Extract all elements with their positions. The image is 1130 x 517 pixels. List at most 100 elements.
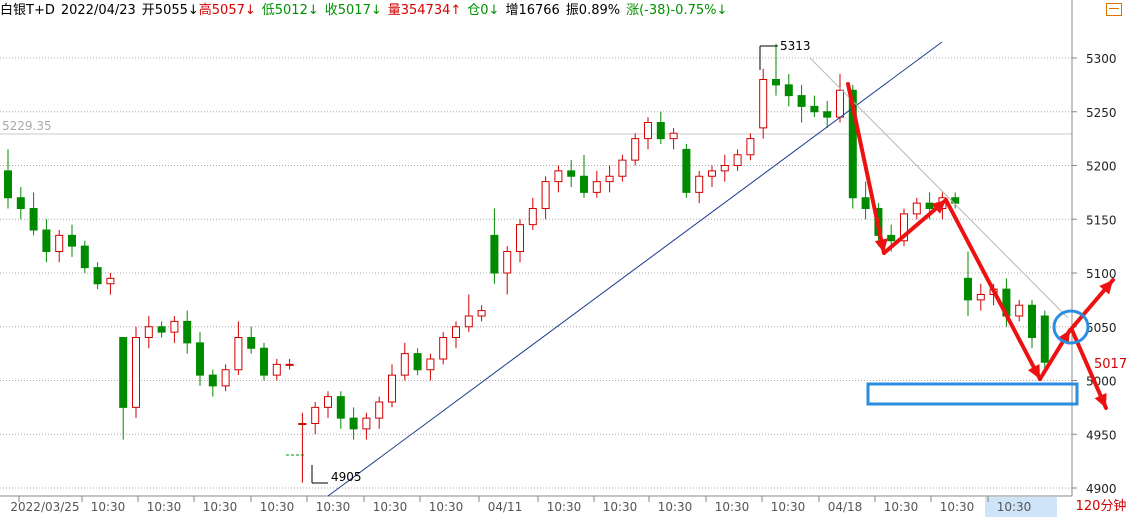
x-tick-label: 10:30 <box>147 500 182 514</box>
forecast-arrow-head <box>931 200 946 214</box>
x-tick-label: 10:30 <box>603 500 638 514</box>
candle-body <box>260 347 268 376</box>
high-price: 高5057↓ <box>198 3 256 18</box>
candle-body <box>580 175 588 193</box>
quote-date: 2022/04/23 <box>60 3 136 18</box>
candle-body <box>759 79 768 129</box>
forecast-arrow-segment <box>944 198 1042 381</box>
x-tick-label: 10:30 <box>429 500 464 514</box>
candle-body <box>400 353 409 376</box>
candle-body <box>272 363 281 376</box>
open-price: 开5055↓ <box>141 3 199 18</box>
y-tick-label: 5050 <box>1086 321 1117 335</box>
y-tick-label: 5150 <box>1086 213 1117 227</box>
candle-body <box>298 423 307 425</box>
forecast-arrow-segment <box>882 198 948 255</box>
candle-body <box>490 234 499 274</box>
candle-body <box>810 105 819 113</box>
x-tick-label: 10:30 <box>547 500 582 514</box>
close-price: 收5017↓ <box>324 3 382 18</box>
x-tick-label: 10:30 <box>91 500 126 514</box>
window-icon[interactable] <box>1106 3 1122 16</box>
grid-lines: 5229.35 <box>0 57 1072 489</box>
x-tick-label: 10:30 <box>771 500 806 514</box>
x-tick-label: 10:30 <box>715 500 750 514</box>
y-tick-label: 5300 <box>1086 52 1117 66</box>
candle-body <box>1028 304 1036 338</box>
candle-body <box>746 138 755 156</box>
y-tick-label: 4900 <box>1086 482 1117 496</box>
candle-body <box>708 170 716 177</box>
candle-body <box>618 159 627 177</box>
candle-body <box>503 251 512 274</box>
candle-body <box>695 175 704 193</box>
quote-header: 白银T+D 2022/04/23 开5055↓高5057↓ 低5012↓ 收5017↓ 量… <box>0 0 1072 22</box>
candle-body <box>208 374 217 387</box>
x-axis-highlight <box>985 497 1057 517</box>
candle-body <box>362 417 371 430</box>
candle-body <box>29 208 38 231</box>
candle-body <box>119 337 128 408</box>
x-tick-label: 10:30 <box>658 500 693 514</box>
candle-body <box>183 320 192 344</box>
interest-increase: 增16766 <box>505 3 560 18</box>
candle-body <box>170 320 179 333</box>
forecast-arrow-head <box>1094 393 1107 408</box>
candle-body <box>16 197 25 209</box>
candle-body <box>976 294 985 301</box>
candle-body <box>887 234 896 242</box>
forecast-arrow-head <box>874 238 888 253</box>
support-zone-box <box>866 382 1079 406</box>
candle-body <box>388 374 396 403</box>
y-tick-label: 4950 <box>1086 428 1117 442</box>
candle-body <box>1015 304 1024 317</box>
candle-body <box>42 229 51 252</box>
candle-body <box>925 202 934 209</box>
candle-body <box>861 197 870 209</box>
candle-body <box>964 277 972 301</box>
candle-body <box>682 148 691 193</box>
candle-body <box>784 84 793 97</box>
x-tick-label: 10:30 <box>884 500 919 514</box>
candle-body <box>157 326 166 333</box>
candle-body <box>592 181 601 193</box>
uptrend-line <box>327 41 943 497</box>
candle-body <box>733 154 742 166</box>
forecast-arrow-head <box>1099 280 1113 295</box>
candle-body <box>324 396 332 408</box>
candle-body <box>68 234 76 247</box>
period-selector-button[interactable]: 120分钟 <box>1072 496 1130 517</box>
x-tick-label: 10:30 <box>940 500 975 514</box>
candle-body <box>234 337 243 371</box>
volume: 量354734↑ <box>387 3 462 18</box>
candle-body <box>797 95 806 107</box>
candle-body <box>656 122 665 140</box>
candle-body <box>452 326 460 338</box>
x-tick-label: 10:30 <box>373 500 408 514</box>
high-label: 5313 <box>780 39 811 53</box>
candle-body <box>848 89 857 199</box>
candle-body <box>439 337 448 360</box>
amplitude: 振0.89% <box>565 3 621 18</box>
candle-body <box>247 337 256 349</box>
x-tick-label: 04/11 <box>488 500 523 514</box>
candle-body <box>221 369 230 387</box>
low-price: 低5012↓ <box>261 3 319 18</box>
candle-body <box>772 79 780 86</box>
candle-body <box>426 358 435 371</box>
x-tick-label: 10:30 <box>316 500 351 514</box>
x-tick-label: 04/18 <box>828 500 863 514</box>
candle-body <box>477 310 486 317</box>
candle-body <box>4 170 12 199</box>
price-change: 涨(-38)-0.75%↓ <box>626 3 728 18</box>
candle-body <box>80 245 89 269</box>
candle-body <box>311 406 320 424</box>
candle-body <box>836 89 844 118</box>
highlight-circle <box>1052 309 1090 345</box>
candle-body <box>644 122 652 140</box>
candle-body <box>196 342 204 376</box>
candle-body <box>336 396 345 419</box>
candle-body <box>567 170 576 177</box>
candle-body <box>464 315 473 328</box>
reference-level-label: 5229.35 <box>2 119 52 133</box>
